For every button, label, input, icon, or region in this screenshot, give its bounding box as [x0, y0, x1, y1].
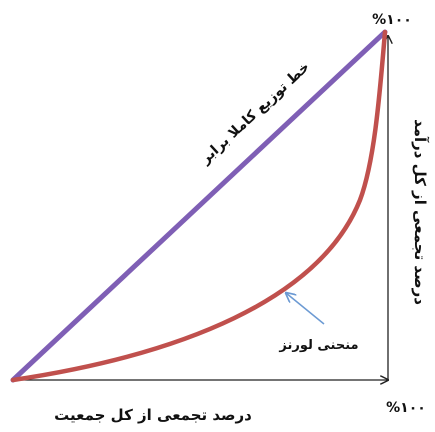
lorenz-curve-label: منحنی لورنز: [278, 338, 358, 353]
x-axis-label: درصد تجمعی از کل جمعیت: [54, 406, 252, 424]
y-axis-label: درصد تجمعی از کل درآمد: [411, 119, 429, 305]
top-percent-label: %۱۰۰: [372, 12, 412, 28]
bottom-percent-label: %۱۰۰: [386, 400, 426, 416]
lorenz-curve: [10, 29, 388, 383]
equality-line: [10, 29, 388, 383]
lorenz-pointer-arrow: [286, 293, 325, 325]
